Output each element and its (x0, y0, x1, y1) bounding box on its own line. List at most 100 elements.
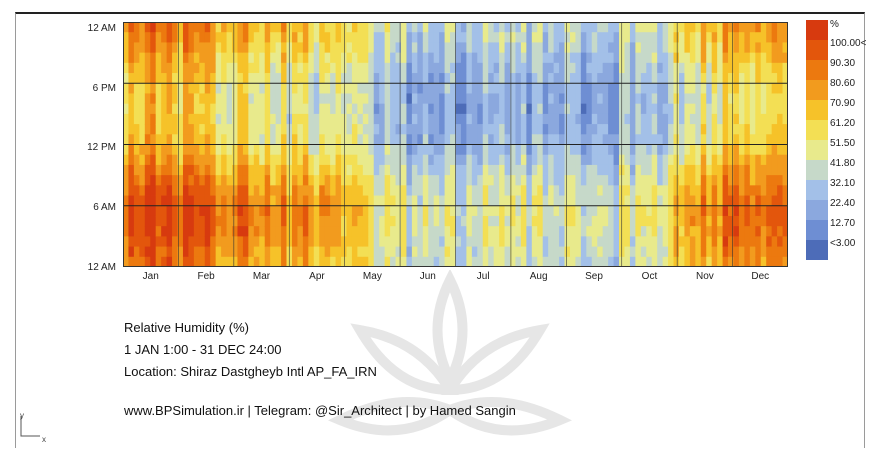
heatmap-cell (199, 164, 206, 176)
heatmap-cell (657, 144, 664, 156)
heatmap-cell (297, 32, 304, 43)
heatmap-cell (215, 32, 222, 43)
heatmap-cell (646, 83, 653, 94)
heatmap-cell (308, 144, 315, 156)
heatmap-cell (433, 103, 440, 115)
heatmap-cell (586, 32, 593, 43)
heatmap-cell (766, 103, 773, 115)
heatmap-cell (575, 185, 582, 196)
heatmap-cell (150, 256, 157, 267)
heatmap-cell (291, 52, 298, 64)
heatmap-cell (569, 124, 576, 135)
heatmap-cell (226, 205, 233, 217)
heatmap-cell (226, 154, 233, 166)
heatmap-cell (221, 195, 227, 207)
heatmap-cell (450, 154, 456, 166)
heatmap-cell (291, 32, 298, 43)
heatmap-cell (629, 175, 636, 186)
heatmap-cell (275, 93, 282, 105)
heatmap-cell (722, 134, 729, 145)
heatmap-cell (668, 42, 674, 54)
heatmap-cell (515, 195, 522, 207)
heatmap-cell (613, 236, 620, 247)
heatmap-cell (215, 144, 222, 156)
heatmap-cell (477, 42, 484, 54)
heatmap-cell (640, 175, 647, 186)
heatmap-cell (291, 246, 298, 258)
heatmap-cell (477, 103, 484, 115)
heatmap-cell (182, 103, 189, 115)
heatmap-cell (673, 154, 680, 166)
heatmap-cell (640, 195, 647, 207)
heatmap-cell (379, 154, 386, 166)
heatmap-cell (428, 83, 435, 94)
heatmap-cell (319, 236, 326, 247)
heatmap-cell (204, 93, 211, 105)
heatmap-cell (188, 215, 195, 227)
heatmap-cell (281, 42, 287, 54)
heatmap-cell (161, 22, 168, 33)
heatmap-cell (635, 62, 642, 74)
heatmap-cell (128, 62, 135, 74)
heatmap-cell (504, 134, 511, 145)
heatmap-cell (510, 93, 516, 105)
heatmap-cell (471, 32, 478, 43)
heatmap-cell (433, 246, 440, 258)
heatmap-cell (777, 164, 783, 176)
heatmap-cell (455, 226, 462, 237)
heatmap-cell (678, 134, 685, 145)
heatmap-cell (548, 154, 555, 166)
heatmap-cell (733, 22, 740, 33)
heatmap-cell (728, 256, 734, 267)
heatmap-cell (400, 32, 407, 43)
heatmap-cell (646, 246, 653, 258)
heatmap-cell (390, 164, 396, 176)
heatmap-cell (689, 185, 696, 196)
heatmap-cell (678, 93, 685, 105)
heatmap-cell (602, 83, 609, 94)
heatmap-cell (668, 32, 674, 43)
heatmap-cell (515, 134, 522, 145)
heatmap-cell (237, 93, 244, 105)
heatmap-cell (564, 62, 571, 74)
heatmap-cell (542, 93, 549, 105)
heatmap-cell (510, 124, 516, 135)
heatmap-cell (548, 256, 555, 267)
heatmap-cell (673, 226, 680, 237)
heatmap-cell (362, 195, 369, 207)
heatmap-cell (493, 175, 500, 186)
heatmap-cell (253, 185, 260, 196)
heatmap-cell (161, 144, 168, 156)
heatmap-cell (580, 215, 587, 227)
heatmap-cell (384, 52, 391, 64)
heatmap-cell (144, 73, 151, 84)
heatmap-cell (433, 93, 440, 105)
heatmap-cell (782, 124, 788, 135)
heatmap-cell (738, 52, 745, 64)
heatmap-cell (210, 52, 217, 64)
heatmap-cell (580, 226, 587, 237)
heatmap-cell (308, 103, 315, 115)
heatmap-cell (597, 185, 604, 196)
heatmap-cell (722, 195, 729, 207)
heatmap-cell (537, 113, 544, 125)
heatmap-cell (335, 22, 342, 33)
heatmap-cell (460, 226, 467, 237)
heatmap-cell (128, 246, 135, 258)
heatmap-cell (711, 215, 718, 227)
heatmap-cell (346, 32, 353, 43)
heatmap-cell (172, 195, 178, 207)
heatmap-cell (678, 113, 685, 125)
heatmap-cell (232, 246, 238, 258)
heatmap-cell (608, 154, 614, 166)
heatmap-cell (482, 124, 489, 135)
heatmap-cell (313, 256, 320, 267)
heatmap-cell (221, 246, 227, 258)
heatmap-cell (777, 62, 783, 74)
heatmap-cell (362, 226, 369, 237)
heatmap-cell (319, 246, 326, 258)
heatmap-cell (678, 32, 685, 43)
heatmap-cell (384, 73, 391, 84)
heatmap-cell (368, 52, 375, 64)
heatmap-cell (711, 93, 718, 105)
